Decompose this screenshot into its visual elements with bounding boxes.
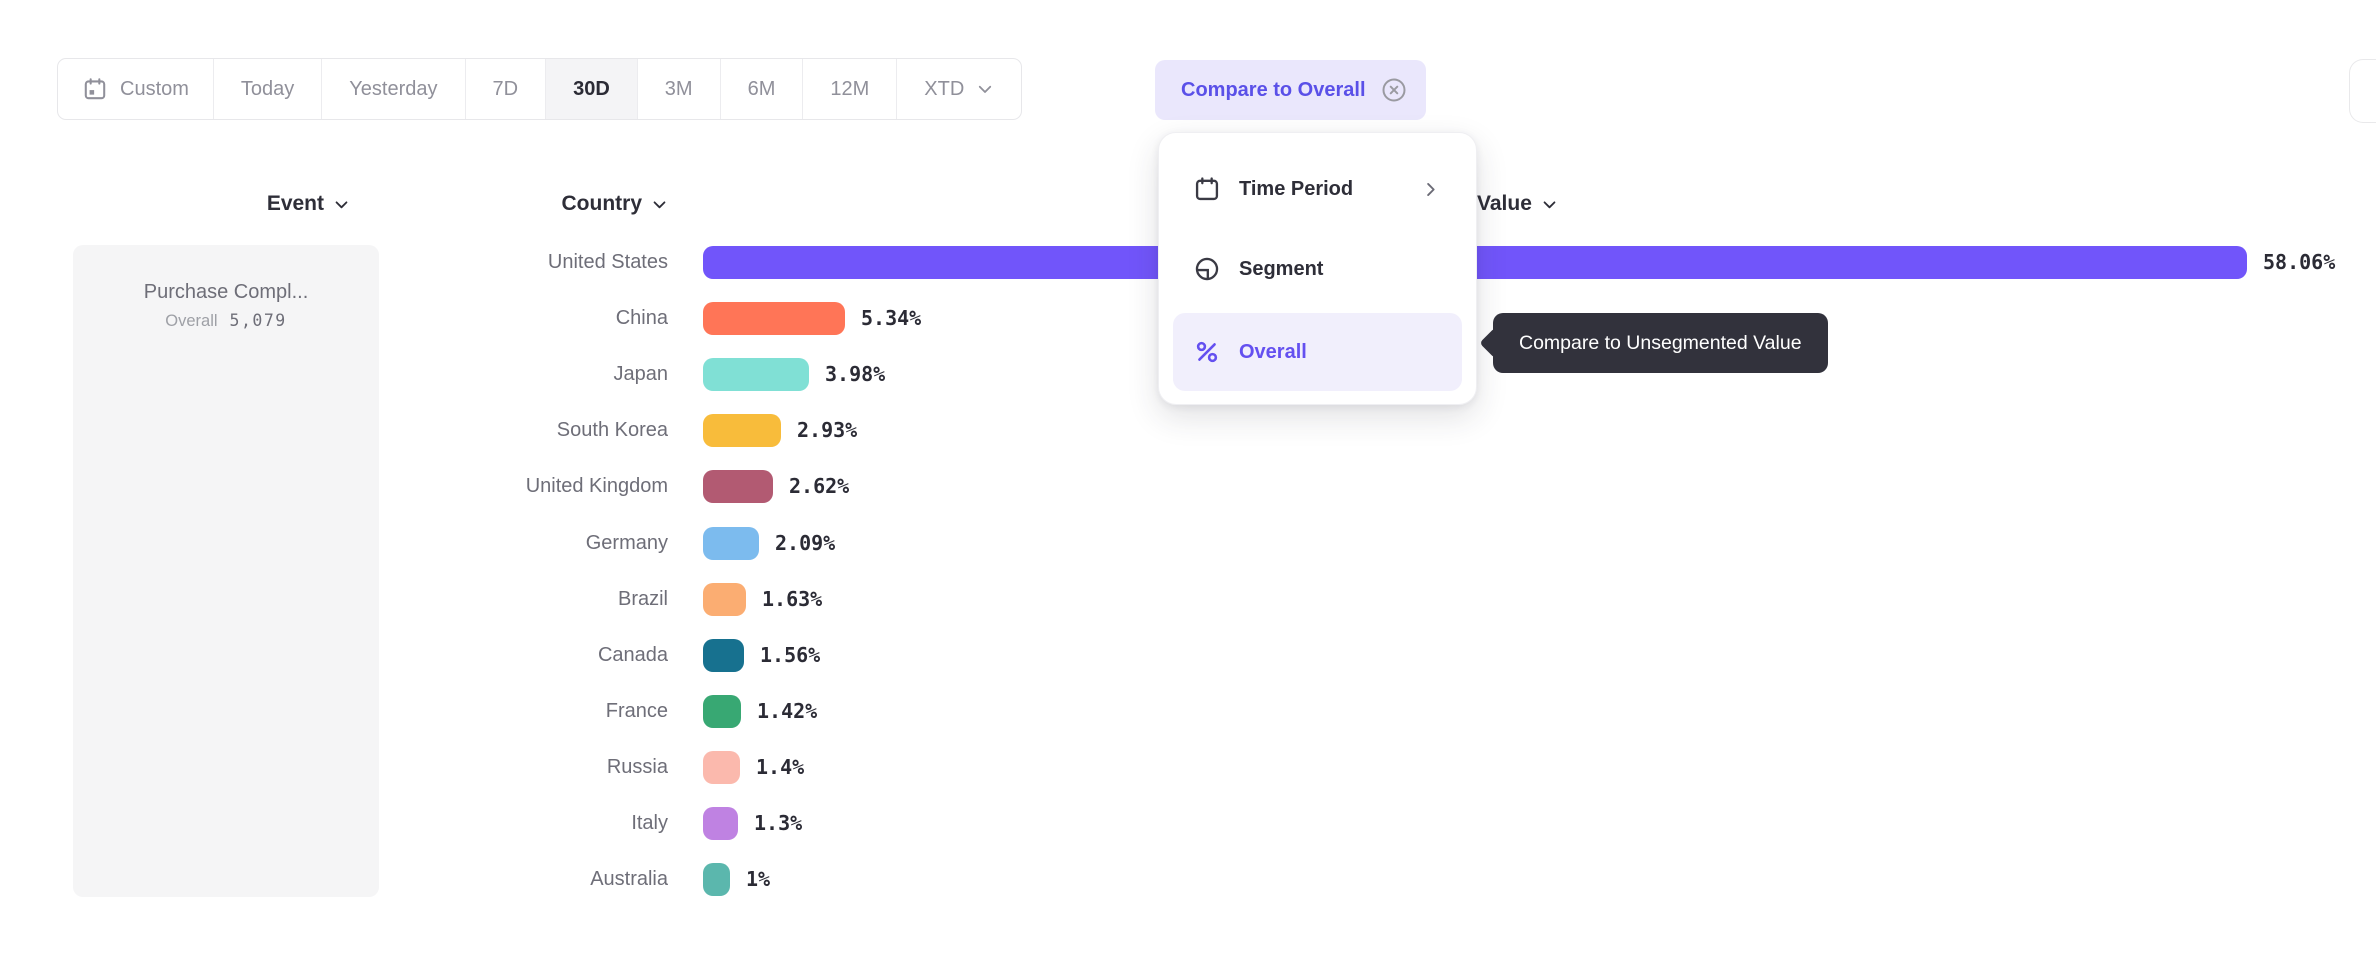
bar-value-label: 1.63% [762,586,823,611]
calendar-icon [1193,175,1221,203]
bar-value-label: 5.34% [861,306,922,331]
date-range-today[interactable]: Today [212,59,321,119]
country-label: Italy [631,812,668,834]
overall-label: Overall [165,312,218,330]
menu-item-segment[interactable]: Segment [1173,233,1462,305]
chart-row: Brazil 1.63% [0,582,2376,616]
country-label: United Kingdom [525,475,668,498]
overall-value: 5,079 [229,311,287,330]
country-bar[interactable] [703,694,741,728]
bar-value-label: 1.56% [760,642,821,667]
date-range-30d[interactable]: 30D [545,59,637,119]
country-column-header[interactable]: Country [438,188,668,220]
compare-to-overall-chip[interactable]: Compare to Overall [1155,60,1426,120]
menu-item-overall[interactable]: Overall [1173,313,1462,391]
date-range-7d[interactable]: 7D [464,59,546,119]
bar-value-label: 1.42% [757,698,818,723]
compare-chip-label: Compare to Overall [1181,78,1366,101]
country-label: China [615,307,668,330]
country-label: France [605,699,668,722]
value-column-label: Value [1477,192,1532,215]
date-range-3m[interactable]: 3M [636,59,720,119]
event-column-header[interactable]: Event [180,188,350,220]
chart-row: Italy 1.3% [0,806,2376,840]
chart-row: Germany 2.09% [0,526,2376,560]
bar-value-label: 3.98% [825,362,886,387]
close-circle-icon[interactable] [1380,76,1408,104]
country-label: Australia [590,868,668,891]
country-bar[interactable] [703,863,730,897]
tooltip-text: Compare to Unsegmented Value [1519,331,1802,354]
event-overall-row: Overall 5,079 [73,311,379,331]
bar-value-label: 1.3% [754,811,803,835]
country-label: United States [547,251,668,273]
country-bar[interactable] [703,526,759,560]
country-bar[interactable] [703,414,781,448]
date-range-6m[interactable]: 6M [719,59,803,119]
date-range-toolbar: Custom Today Yesterday 7D 30D 3M 6M 12M … [57,58,1023,120]
bar-value-label: 1% [746,867,771,892]
bar-value-label: 2.93% [797,418,858,443]
menu-item-time-period[interactable]: Time Period [1173,153,1462,225]
event-card[interactable]: Purchase Compl... Overall 5,079 [73,245,379,897]
menu-item-label: Overall [1239,340,1307,363]
country-column-label: Country [561,192,643,215]
event-column-label: Event [266,192,324,215]
compare-dropdown-menu: Time Period Segment Overall [1158,132,1477,405]
country-bar[interactable] [703,750,740,784]
country-bar[interactable] [703,807,738,840]
date-range-12m[interactable]: 12M [802,59,896,119]
segment-icon [1193,255,1221,283]
bar-value-label: 2.62% [789,474,850,499]
date-range-xtd[interactable]: XTD [896,59,1021,119]
chart-row: Russia 1.4% [0,750,2376,784]
chevron-right-icon [1421,180,1440,199]
chart-row: France 1.42% [0,694,2376,728]
chevron-down-icon [333,196,350,213]
date-range-custom[interactable]: Custom [58,59,213,119]
chart-row: Canada 1.56% [0,638,2376,672]
percent-icon [1193,338,1221,366]
chart-row: Japan 3.98% [0,357,2376,392]
country-label: Canada [597,643,668,666]
chevron-down-icon [976,80,994,98]
partial-button-right-edge[interactable] [2349,59,2376,123]
chevron-down-icon [651,196,668,213]
chart-row: United Kingdom 2.62% [0,469,2376,504]
country-label: Germany [585,531,668,554]
country-label: Russia [606,755,668,778]
bar-value-label: 2.09% [775,530,836,555]
tooltip: Compare to Unsegmented Value [1493,313,1828,373]
country-bar[interactable] [703,638,744,672]
bar-value-label: 1.4% [756,754,805,779]
menu-item-label: Segment [1239,257,1324,280]
bar-value-label: 58.06% [2263,250,2336,274]
chevron-down-icon [1541,196,1558,213]
country-bar[interactable] [703,470,773,504]
country-label: South Korea [556,419,668,442]
country-bar[interactable] [703,358,809,392]
value-column-header[interactable]: Value [1477,188,1558,220]
chart-row: China 5.34% [0,301,2376,336]
calendar-icon [82,76,108,102]
date-range-custom-label: Custom [120,77,189,100]
country-bar[interactable] [703,302,845,336]
chart-row: Australia 1% [0,862,2376,897]
chart-row: South Korea 2.93% [0,413,2376,448]
country-label: Brazil [617,587,668,610]
country-bar[interactable] [703,582,746,616]
country-label: Japan [613,363,669,386]
event-name: Purchase Compl... [143,281,309,303]
date-range-yesterday[interactable]: Yesterday [321,59,464,119]
menu-item-label: Time Period [1239,177,1354,200]
